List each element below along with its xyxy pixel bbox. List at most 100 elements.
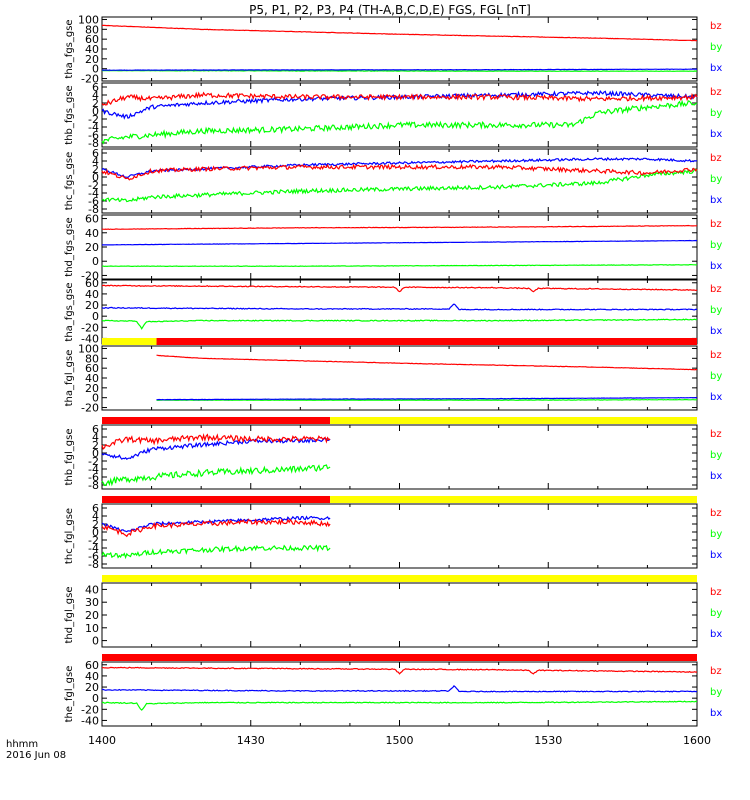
y-tick-label: 0 — [92, 635, 99, 648]
series-line-bx — [101, 89, 698, 120]
y-tick-label: -6 — [88, 129, 99, 142]
panel-frame — [101, 214, 698, 280]
status-bar-segment-red — [156, 338, 697, 345]
y-tick-label: 20 — [85, 53, 99, 66]
y-tick-label: -20 — [81, 73, 99, 86]
y-tick-label: -20 — [81, 321, 99, 334]
status-bar-segment-yellow — [330, 496, 697, 503]
status-bar-segment-red — [102, 496, 331, 503]
panel-frame — [101, 424, 698, 490]
y-tick-label: 6 — [92, 81, 99, 94]
legend-by: by — [710, 42, 722, 53]
y-tick-label: 20 — [85, 681, 99, 694]
y-tick-label: 40 — [85, 372, 99, 385]
series-line-bz — [101, 518, 331, 538]
y-tick-label: 60 — [85, 213, 99, 226]
legend-bx: bx — [710, 63, 722, 74]
y-tick-label: -40 — [81, 714, 99, 727]
series-line-bz — [101, 224, 698, 231]
y-tick-label: 40 — [85, 43, 99, 56]
y-tick-label: 10 — [85, 622, 99, 635]
legend-bz: bz — [710, 350, 722, 361]
series-line-bz — [101, 24, 698, 42]
series-line-bz — [101, 433, 331, 450]
series-line-by — [101, 69, 698, 72]
y-tick-label: 60 — [85, 659, 99, 672]
y-tick-label: 6 — [92, 147, 99, 160]
series-line-by — [101, 99, 698, 145]
series-line-bx — [156, 396, 698, 401]
status-bar-segment-yellow — [330, 417, 697, 424]
y-tick-label: 2 — [92, 97, 99, 110]
legend-bx: bx — [710, 629, 722, 640]
y-tick-label: 0 — [92, 392, 99, 405]
y-tick-label: -2 — [88, 179, 99, 192]
legend-bx: bx — [710, 195, 722, 206]
y-tick-label: 2 — [92, 439, 99, 452]
series-line-by — [101, 168, 698, 203]
y-tick-label: -40 — [81, 332, 99, 345]
y-tick-label: 20 — [85, 609, 99, 622]
y-tick-label: 0 — [92, 255, 99, 268]
y-tick-label: 20 — [85, 382, 99, 395]
series-line-bx — [101, 515, 331, 533]
y-tick-label: 80 — [85, 23, 99, 36]
series-line-bx — [102, 239, 698, 246]
y-axis-label: tha_fgl_gse — [64, 350, 75, 407]
y-tick-label: 80 — [85, 352, 99, 365]
y-tick-label: -4 — [88, 463, 99, 476]
y-tick-label: -4 — [88, 542, 99, 555]
y-axis-label: thb_fgs_gse — [64, 85, 75, 144]
status-bar-segment-red — [102, 417, 331, 424]
status-bar-segment-red — [102, 654, 697, 661]
y-tick-label: -2 — [88, 534, 99, 547]
y-tick-label: 100 — [78, 342, 99, 355]
y-tick-label: -20 — [81, 703, 99, 716]
y-tick-label: 4 — [92, 510, 99, 523]
legend-bz: bz — [710, 508, 722, 519]
y-tick-label: 40 — [85, 583, 99, 596]
x-tick-label: 1400 — [88, 734, 116, 747]
y-tick-label: 4 — [92, 431, 99, 444]
y-tick-label: 0 — [92, 310, 99, 323]
y-tick-label: 0 — [92, 171, 99, 184]
x-tick-label: 1430 — [237, 734, 265, 747]
legend-bz: bz — [710, 153, 722, 164]
plot-title: P5, P1, P2, P3, P4 (TH-A,B,C,D,E) FGS, F… — [249, 3, 531, 17]
y-tick-label: -2 — [88, 113, 99, 126]
y-tick-label: -20 — [81, 402, 99, 415]
legend-bz: bz — [710, 87, 722, 98]
legend-by: by — [710, 108, 722, 119]
legend-by: by — [710, 371, 722, 382]
x-tick-label: 1600 — [683, 734, 711, 747]
y-axis-label: thc_fgs_gse — [64, 152, 75, 211]
y-tick-label: 20 — [85, 241, 99, 254]
legend-bx: bx — [710, 326, 722, 337]
legend-by: by — [710, 608, 722, 619]
legend-by: by — [710, 450, 722, 461]
y-tick-label: 40 — [85, 227, 99, 240]
series-line-bz — [101, 163, 698, 181]
y-tick-label: -8 — [88, 203, 99, 216]
y-tick-label: 6 — [92, 423, 99, 436]
y-axis-label: the_fgl_gse — [64, 666, 75, 723]
y-tick-label: -6 — [88, 550, 99, 563]
legend-by: by — [710, 305, 722, 316]
series-line-by — [101, 264, 698, 268]
x-tick-label: 1530 — [534, 734, 562, 747]
panel-frame — [101, 82, 698, 148]
y-axis-label: thd_fgs_gse — [64, 217, 75, 276]
series-line-bz — [101, 91, 698, 106]
series-line-by — [101, 544, 331, 560]
y-tick-label: 20 — [85, 299, 99, 312]
status-bar-segment-yellow — [102, 575, 697, 582]
panel-frame — [101, 582, 698, 648]
